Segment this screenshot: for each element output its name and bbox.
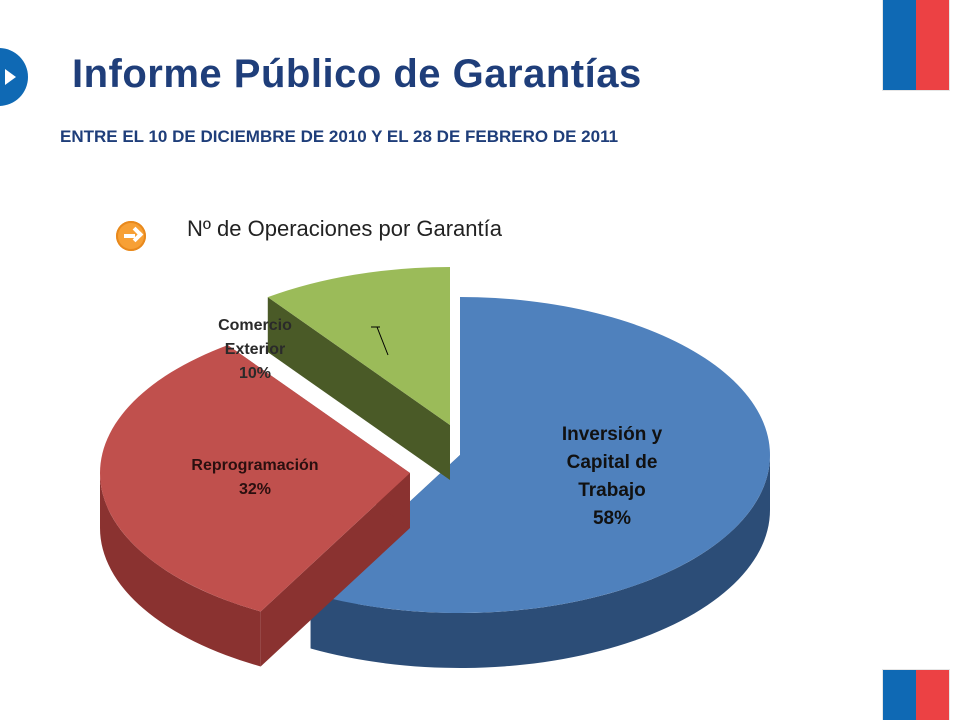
data-label: Capital de (567, 452, 658, 473)
data-label: 10% (239, 365, 271, 382)
slice-reprogramaci-n-side (100, 473, 261, 667)
flag-blue-stripe (883, 670, 916, 720)
data-label: Inversión y (562, 424, 663, 445)
flag-top (883, 0, 949, 90)
flag-blue-stripe (883, 0, 916, 90)
slice-inversi-n-y-capital-de-trabajo-side (310, 455, 770, 669)
leader-line (376, 326, 389, 356)
data-label: 32% (239, 481, 271, 498)
chart-caption: Nº de Operaciones por Garantía (187, 216, 502, 241)
data-label: 58% (593, 508, 631, 529)
data-label: Reprogramación (191, 457, 318, 474)
data-label: Trabajo (578, 480, 646, 501)
slice-reprogramaci-n-side (260, 473, 410, 667)
flag-red-stripe (916, 670, 949, 720)
page-title: Informe Público de Garantías (72, 52, 642, 96)
flag-red-stripe (916, 0, 949, 90)
data-label: Exterior (225, 341, 285, 358)
arrow-right-icon (116, 221, 146, 251)
slice-reprogramaci-n (99, 345, 411, 612)
page-subtitle: ENTRE EL 10 DE DICIEMBRE DE 2010 Y EL 28… (60, 127, 619, 146)
slice-comercio-exterior-side (267, 297, 450, 480)
slice-inversi-n-y-capital-de-trabajo (310, 297, 770, 613)
data-label: Comercio (218, 317, 292, 334)
flag-bottom (883, 670, 949, 720)
slice-comercio-exterior (267, 267, 450, 425)
